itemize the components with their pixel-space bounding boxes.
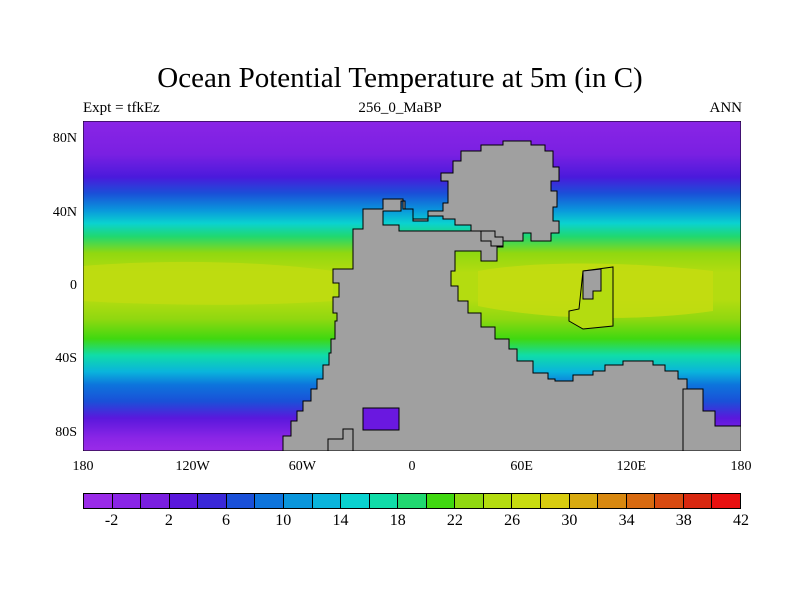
colorbar-label: 30 (561, 512, 578, 529)
colorbar-swatch (425, 493, 455, 509)
colorbar-swatch (83, 493, 112, 509)
colorbar-swatch (711, 493, 741, 509)
colorbar-swatch (340, 493, 369, 509)
colorbar-swatch (168, 493, 198, 509)
colorbar-swatch (225, 493, 255, 509)
colorbar-label: 14 (332, 512, 349, 529)
season-label: ANN (709, 100, 743, 116)
colorbar-swatch (511, 493, 540, 509)
colorbar-label: -2 (104, 512, 119, 529)
lon-tick-label: 120E (616, 459, 647, 474)
lon-tick-label: 180 (72, 459, 94, 474)
colorbar-label: 22 (446, 512, 463, 529)
lat-tick-label: 80S (55, 424, 77, 440)
island-land (582, 268, 602, 300)
lat-tick-label: 40S (55, 351, 77, 367)
east-coast-land (682, 388, 741, 451)
colorbar-swatch (397, 493, 426, 509)
colorbar-label: 6 (222, 512, 231, 529)
map-title: Ocean Potential Temperature at 5m (in C) (157, 62, 643, 94)
lon-tick-label: 120W (175, 459, 210, 474)
west-land-edge (327, 428, 354, 451)
map-panel (83, 121, 741, 451)
colorbar-swatch (368, 493, 398, 509)
colorbar-swatch (597, 493, 626, 509)
lat-tick-label: 40N (52, 204, 77, 220)
colorbar-label: 42 (733, 512, 749, 529)
lon-tick-label: 180 (730, 459, 752, 474)
colorbar-swatch (254, 493, 283, 509)
lat-tick-label: 80N (52, 131, 77, 147)
colorbar-swatch (540, 493, 569, 509)
polar-lake (362, 407, 400, 431)
colorbar-swatch (197, 493, 226, 509)
colorbar-swatch (140, 493, 169, 509)
colorbar-label: 34 (618, 512, 635, 529)
warm-pool-band (83, 261, 333, 305)
colorbar-label: 18 (389, 512, 406, 529)
colorbar (83, 493, 741, 509)
colorbar-swatch (625, 493, 655, 509)
colorbar-swatch (454, 493, 483, 509)
colorbar-swatch (682, 493, 712, 509)
time-label: 256_0_MaBP (358, 100, 442, 116)
colorbar-label: 26 (504, 512, 521, 529)
supercontinent-land (282, 140, 741, 451)
colorbar-swatch (282, 493, 312, 509)
colorbar-swatch (654, 493, 683, 509)
temperature-map (83, 121, 741, 451)
lon-tick-label: 60E (510, 459, 533, 474)
colorbar-label: 10 (275, 512, 292, 529)
colorbar-label: 2 (164, 512, 173, 529)
lon-tick-label: 0 (408, 459, 416, 474)
colorbar-swatch (111, 493, 141, 509)
lat-tick-label: 0 (70, 278, 77, 293)
colorbar-swatch (568, 493, 598, 509)
colorbar-label: 38 (675, 512, 692, 529)
colorbar-swatch (482, 493, 512, 509)
experiment-label: Expt = tfkEz (83, 100, 160, 116)
lon-tick-label: 60W (288, 459, 316, 474)
colorbar-swatch (311, 493, 341, 509)
